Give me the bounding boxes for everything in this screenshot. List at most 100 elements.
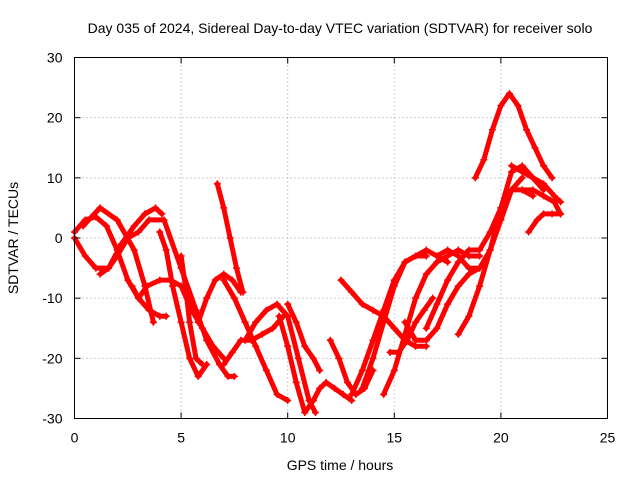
data-point: [124, 276, 132, 284]
data-point: [311, 408, 319, 416]
data-point: [465, 270, 473, 278]
chart-title: Day 035 of 2024, Sidereal Day-to-day VTE…: [88, 20, 593, 36]
data-point: [497, 102, 505, 110]
data-point: [335, 354, 343, 362]
data-point: [230, 294, 238, 302]
data-point: [292, 378, 300, 386]
data-point: [465, 312, 473, 320]
data-point: [160, 216, 168, 224]
data-point: [241, 318, 249, 326]
data-point: [557, 210, 565, 218]
data-point: [540, 210, 548, 218]
data-point: [454, 282, 462, 290]
data-point: [102, 222, 110, 230]
data-point: [529, 174, 537, 182]
data-point: [358, 366, 366, 374]
data-point: [316, 384, 324, 392]
series-line: [80, 205, 156, 325]
data-point: [529, 192, 537, 200]
data-point: [113, 216, 121, 224]
data-point: [224, 372, 232, 380]
x-tick-label: 10: [280, 430, 296, 446]
data-point: [220, 360, 228, 368]
data-point: [233, 264, 241, 272]
data-point: [358, 300, 366, 308]
data-point: [433, 300, 441, 308]
data-point: [444, 258, 452, 266]
data-point: [316, 366, 324, 374]
data-point: [433, 324, 441, 332]
x-tick-label: 0: [71, 430, 79, 446]
data-point: [412, 294, 420, 302]
data-point: [358, 384, 366, 392]
data-point: [301, 342, 309, 350]
y-tick-label: -30: [42, 411, 62, 427]
data-point: [269, 324, 277, 332]
data-point: [540, 162, 548, 170]
data-point: [130, 222, 138, 230]
data-point: [476, 252, 484, 260]
data-point: [158, 210, 166, 218]
series-sat-23: [422, 186, 537, 332]
series-sat-08: [194, 270, 245, 326]
data-point: [380, 390, 388, 398]
data-point: [262, 306, 270, 314]
data-point: [79, 222, 87, 230]
data-point: [209, 342, 217, 350]
y-tick-label: 30: [47, 50, 63, 66]
data-point: [343, 378, 351, 386]
data-point: [309, 396, 317, 404]
data-point: [198, 324, 206, 332]
data-point: [540, 192, 548, 200]
series-sat-29: [525, 210, 565, 236]
series-sat-26: [471, 90, 556, 182]
data-point: [194, 372, 202, 380]
data-point: [177, 318, 185, 326]
data-point: [518, 168, 526, 176]
data-point: [130, 246, 138, 254]
data-point: [444, 252, 452, 260]
data-point: [508, 162, 516, 170]
data-point: [339, 390, 347, 398]
data-point: [105, 264, 113, 272]
data-point: [369, 354, 377, 362]
data-point: [518, 174, 526, 182]
data-point: [156, 312, 164, 320]
data-point: [220, 204, 228, 212]
data-point: [508, 186, 516, 194]
y-tick-label: 0: [55, 230, 63, 246]
series-sat-15: [309, 378, 356, 404]
data-point: [149, 318, 157, 326]
data-point: [247, 336, 255, 344]
data-point: [198, 360, 206, 368]
data-point: [262, 366, 270, 374]
data-point: [369, 336, 377, 344]
data-point: [505, 90, 513, 98]
series-line: [509, 163, 564, 205]
data-point: [284, 342, 292, 350]
data-point: [531, 144, 539, 152]
data-point: [422, 246, 430, 254]
data-point: [156, 228, 164, 236]
data-point: [422, 270, 430, 278]
data-point: [241, 336, 249, 344]
series-line: [195, 271, 244, 325]
series-sat-12: [241, 300, 319, 416]
data-point: [525, 228, 533, 236]
series-sat-07: [177, 252, 206, 368]
data-point: [497, 204, 505, 212]
data-point: [192, 354, 200, 362]
data-point: [444, 246, 452, 254]
data-point: [390, 366, 398, 374]
series-sat-28: [518, 186, 565, 218]
axes: 0 5 10 15 20 25 -30 -20 -10 0 10 20 30: [42, 50, 615, 446]
data-point: [454, 330, 462, 338]
plot-area: [71, 90, 565, 416]
data-point: [429, 294, 437, 302]
data-point: [284, 312, 292, 320]
data-point: [220, 270, 228, 278]
data-point: [476, 264, 484, 272]
data-point: [252, 318, 260, 326]
data-point: [380, 318, 388, 326]
series-sat-22: [401, 264, 484, 344]
